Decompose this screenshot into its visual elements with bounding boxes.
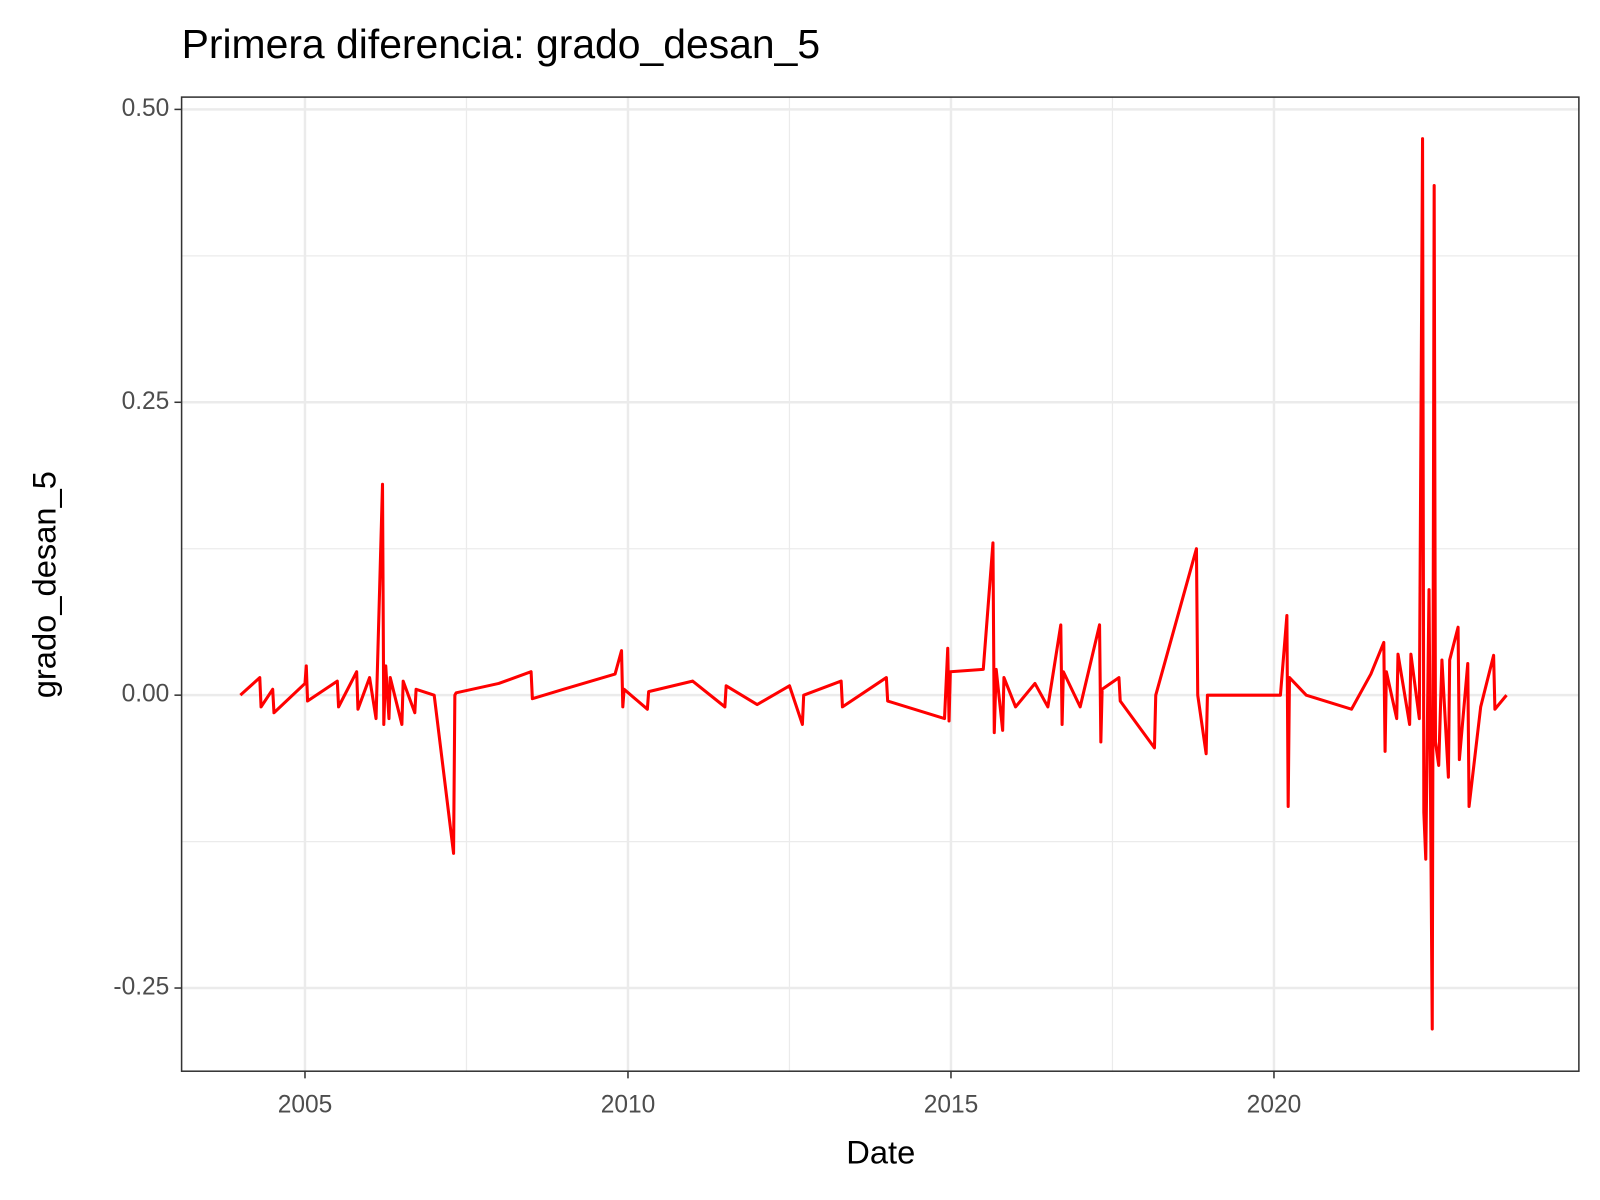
x-tick-label: 2005 bbox=[278, 1091, 333, 1118]
x-axis-title: Date bbox=[846, 1134, 915, 1171]
data-line bbox=[239, 137, 1508, 1031]
y-tick-label: 0.00 bbox=[122, 681, 170, 708]
y-axis-title: grado_desan_5 bbox=[25, 471, 62, 698]
y-tick-label: 0.25 bbox=[122, 388, 170, 415]
x-tick-label: 2010 bbox=[601, 1091, 656, 1118]
y-tick-label: 0.50 bbox=[122, 95, 170, 122]
panel-border bbox=[180, 96, 1580, 1072]
y-tick-label: -0.25 bbox=[113, 974, 169, 1001]
x-tick-label: 2020 bbox=[1247, 1091, 1302, 1118]
x-tick-label: 2015 bbox=[924, 1091, 979, 1118]
chart-title: Primera diferencia: grado_desan_5 bbox=[182, 21, 821, 67]
